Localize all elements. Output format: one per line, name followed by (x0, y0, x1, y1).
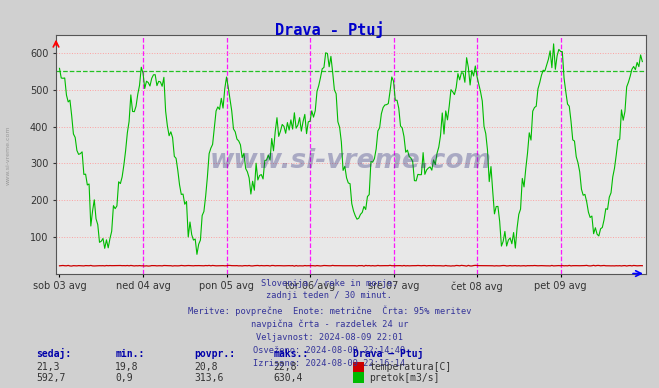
Text: 20,8: 20,8 (194, 362, 218, 372)
Text: 21,3: 21,3 (36, 362, 60, 372)
Text: povpr.:: povpr.: (194, 349, 235, 359)
Text: min.:: min.: (115, 349, 145, 359)
Text: Slovenija / reke in morje.
zadnji teden / 30 minut.
Meritve: povprečne  Enote: m: Slovenija / reke in morje. zadnji teden … (188, 279, 471, 368)
Text: maks.:: maks.: (273, 349, 308, 359)
Text: www.si-vreme.com: www.si-vreme.com (5, 125, 11, 185)
Text: Drava - Ptuj: Drava - Ptuj (275, 21, 384, 38)
Text: temperatura[C]: temperatura[C] (369, 362, 451, 372)
Text: pretok[m3/s]: pretok[m3/s] (369, 372, 440, 383)
Text: sedaj:: sedaj: (36, 348, 71, 359)
Text: 313,6: 313,6 (194, 372, 224, 383)
Text: Drava – Ptuj: Drava – Ptuj (353, 348, 423, 359)
Text: www.si-vreme.com: www.si-vreme.com (210, 148, 492, 174)
Text: 22,8: 22,8 (273, 362, 297, 372)
Text: 0,9: 0,9 (115, 372, 133, 383)
Text: 630,4: 630,4 (273, 372, 303, 383)
Text: 592,7: 592,7 (36, 372, 66, 383)
Text: 19,8: 19,8 (115, 362, 139, 372)
